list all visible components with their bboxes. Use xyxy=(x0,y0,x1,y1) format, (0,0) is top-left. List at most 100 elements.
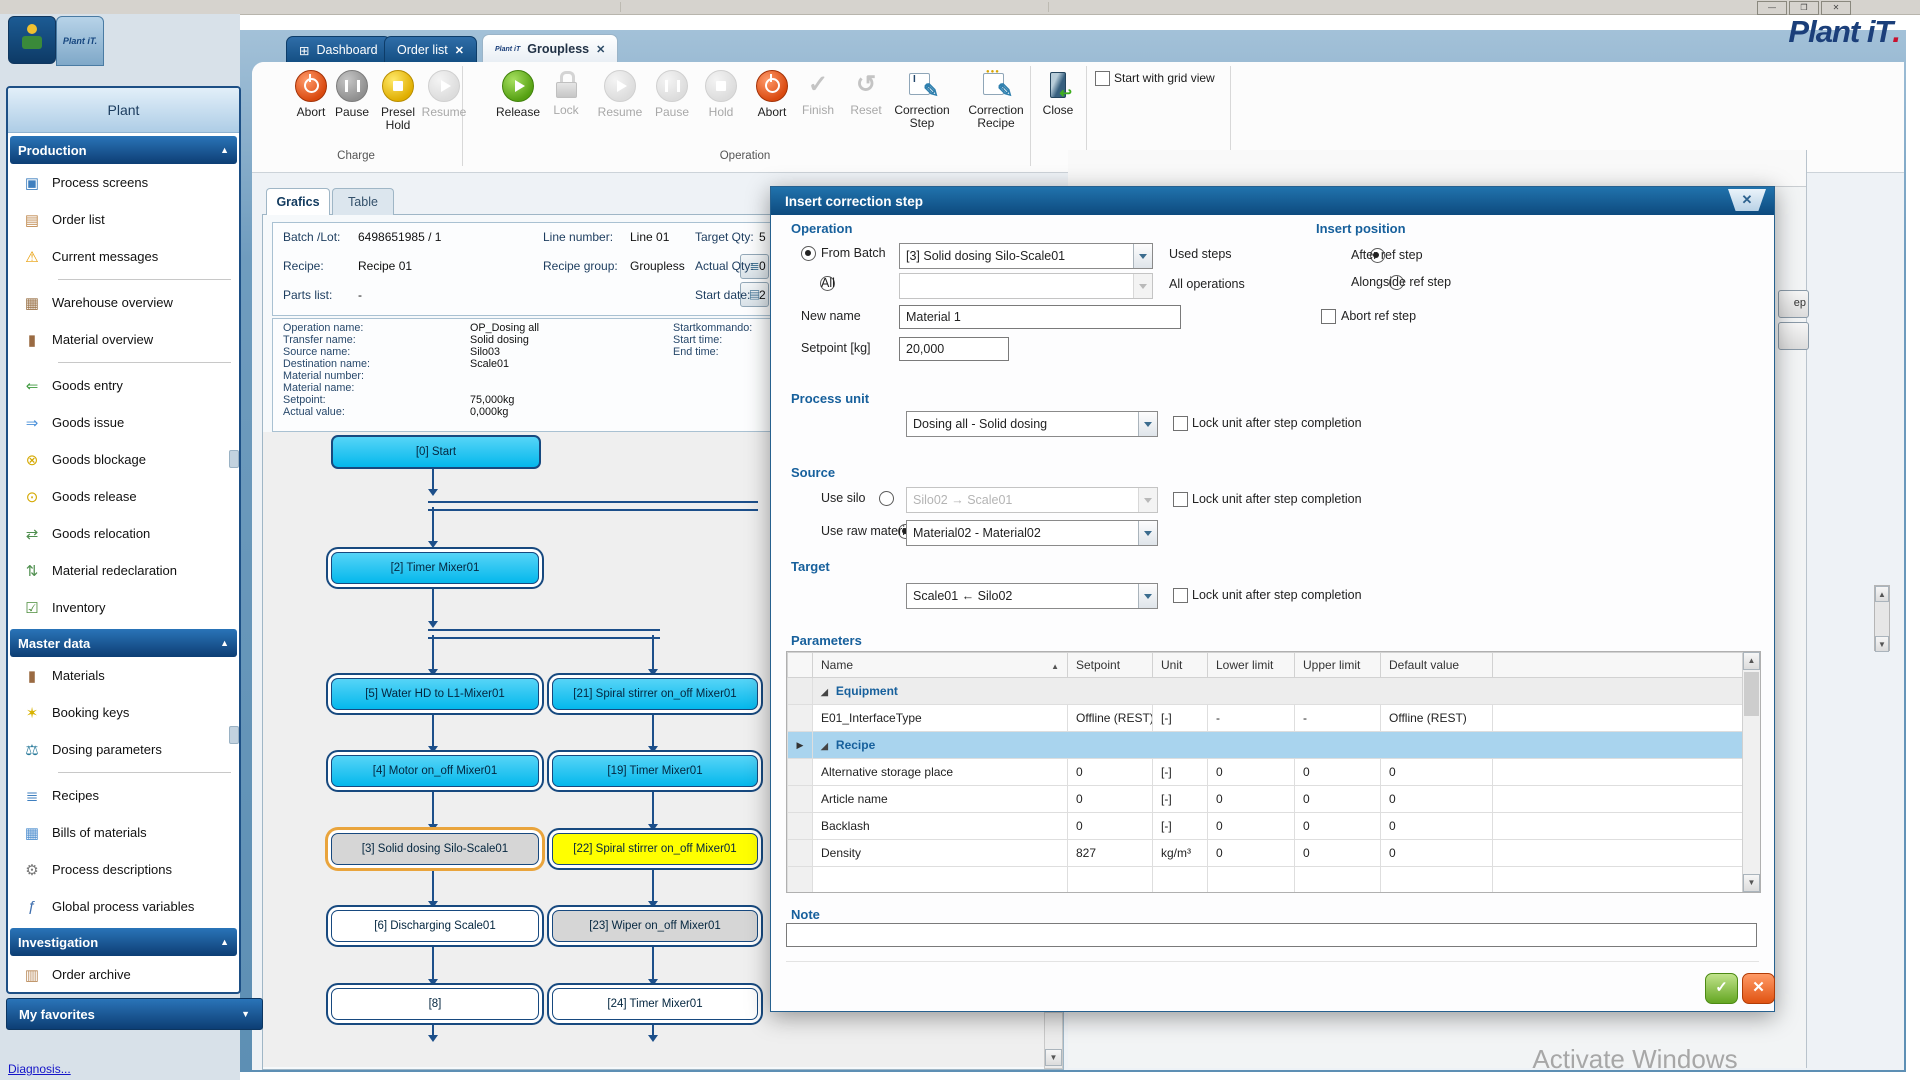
plant-it-app-tab[interactable]: Plant iT. xyxy=(56,16,104,66)
sidebar-scroll-notch[interactable] xyxy=(229,726,239,744)
restore-button[interactable]: ❒ xyxy=(1789,1,1819,15)
process-unit-select[interactable]: Dosing all - Solid dosing xyxy=(906,411,1158,437)
sidebar-item-materials[interactable]: ▮ Materials xyxy=(8,657,239,694)
partial-button[interactable] xyxy=(1778,322,1809,350)
sidebar-item-process-screens[interactable]: ▣ Process screens xyxy=(8,164,239,201)
close-tab-icon[interactable]: ✕ xyxy=(596,43,606,56)
flow-node[interactable]: [21] Spiral stirrer on_off Mixer01 xyxy=(552,678,758,710)
abort-charge-button[interactable]: Abort xyxy=(288,70,334,166)
scrollbar-thumb[interactable] xyxy=(1744,672,1759,716)
abort-operation-button[interactable]: Abort xyxy=(749,70,795,166)
setpoint-input[interactable] xyxy=(899,337,1009,361)
table-scrollbar[interactable]: ▲ ▼ xyxy=(1742,652,1760,892)
show-recipe-button[interactable]: ≣ xyxy=(740,254,769,279)
correction-recipe-button[interactable]: ●●● ✎ Correction Recipe xyxy=(968,69,1024,130)
tab-dashboard[interactable]: ⊞ Dashboard xyxy=(286,36,391,63)
tab-table[interactable]: Table xyxy=(332,188,394,215)
partial-step-button[interactable]: ep xyxy=(1778,290,1809,318)
sidebar-item-inventory[interactable]: ☑ Inventory xyxy=(8,589,239,626)
section-master-data[interactable]: Master data ▲ xyxy=(10,629,237,657)
note-input[interactable] xyxy=(786,923,1757,947)
flow-node[interactable]: [4] Motor on_off Mixer01 xyxy=(331,755,539,787)
table-row[interactable]: Backlash 0 [-] 0 0 0 xyxy=(787,812,1743,840)
tab-order-list[interactable]: Order list ✕ xyxy=(384,36,477,63)
sidebar-item-goods-release[interactable]: ⊙ Goods release xyxy=(8,478,239,515)
sidebar-item-process-descriptions[interactable]: ⚙ Process descriptions xyxy=(8,851,239,888)
all-radio[interactable] xyxy=(820,276,836,291)
correction-step-button[interactable]: I ✎ Correction Step xyxy=(888,70,956,166)
scroll-down-icon[interactable]: ▼ xyxy=(1743,874,1760,892)
right-scrollbar[interactable]: ▲ ▼ xyxy=(1874,585,1890,652)
flow-node[interactable]: [24] Timer Mixer01 xyxy=(552,988,758,1020)
chevron-down-icon[interactable]: ▼ xyxy=(241,1009,250,1019)
column-unit[interactable]: Unit xyxy=(1152,652,1208,678)
user-avatar[interactable] xyxy=(8,16,56,64)
sidebar-item-material-overview[interactable]: ▮ Material overview xyxy=(8,321,239,358)
column-lower-limit[interactable]: Lower limit xyxy=(1207,652,1295,678)
sidebar-item-booking-keys[interactable]: ✶ Booking keys xyxy=(8,694,239,731)
chevron-up-icon[interactable]: ▲ xyxy=(220,638,229,648)
sidebar-item-order-archive[interactable]: ▥ Order archive xyxy=(8,956,239,992)
column-name[interactable]: Name ▲ xyxy=(812,652,1068,678)
flow-node-selected-ref[interactable]: [3] Solid dosing Silo-Scale01 xyxy=(331,833,539,865)
sidebar-item-recipes[interactable]: ≣ Recipes xyxy=(8,777,239,814)
from-batch-select[interactable]: [3] Solid dosing Silo-Scale01 xyxy=(899,243,1153,269)
tab-grafics[interactable]: Grafics xyxy=(266,188,330,215)
abort-ref-step-checkbox[interactable] xyxy=(1321,309,1336,324)
sidebar-item-goods-relocation[interactable]: ⇄ Goods relocation xyxy=(8,515,239,552)
column-setpoint[interactable]: Setpoint xyxy=(1067,652,1153,678)
sidebar-item-goods-issue[interactable]: ⇒ Goods issue xyxy=(8,404,239,441)
group-row-recipe-selected[interactable]: ▶ ◢ Recipe xyxy=(787,731,1743,759)
table-row[interactable]: Density 827 kg/m³ 0 0 0 xyxy=(787,839,1743,867)
from-batch-radio[interactable] xyxy=(801,246,816,261)
lock-unit-checkbox[interactable] xyxy=(1173,492,1188,507)
minimize-button[interactable]: — xyxy=(1757,1,1787,15)
sidebar-item-global-process-variables[interactable]: ƒ Global process variables xyxy=(8,888,239,925)
sidebar-item-dosing-parameters[interactable]: ⚖ Dosing parameters xyxy=(8,731,239,768)
target-select[interactable]: Scale01 ← Silo02 xyxy=(906,583,1158,609)
tab-groupless[interactable]: Plant iT Groupless ✕ xyxy=(482,34,619,63)
lock-unit-checkbox[interactable] xyxy=(1173,588,1188,603)
sidebar-item-current-messages[interactable]: ⚠ Current messages xyxy=(8,238,239,275)
lock-unit-checkbox[interactable] xyxy=(1173,416,1188,431)
group-expander-icon[interactable]: ◢ xyxy=(821,687,828,697)
scroll-down-icon[interactable]: ▼ xyxy=(1045,1049,1062,1066)
flow-node[interactable]: [23] Wiper on_off Mixer01 xyxy=(552,910,758,942)
ok-button[interactable]: ✓ xyxy=(1705,973,1738,1004)
chevron-up-icon[interactable]: ▲ xyxy=(220,937,229,947)
release-button[interactable]: Release xyxy=(495,70,541,166)
flowchart-scrollbar[interactable]: ▼ xyxy=(1044,1012,1063,1069)
new-name-input[interactable] xyxy=(899,305,1181,329)
flow-node[interactable]: [8] xyxy=(331,988,539,1020)
presel-hold-button[interactable]: Presel Hold xyxy=(372,70,424,166)
diagnosis-link[interactable]: Diagnosis... xyxy=(8,1062,71,1076)
scroll-down-icon[interactable]: ▼ xyxy=(1875,636,1889,652)
use-silo-radio[interactable] xyxy=(878,491,894,506)
section-production[interactable]: Production ▲ xyxy=(10,136,237,164)
flow-node[interactable]: [2] Timer Mixer01 xyxy=(331,552,539,584)
flow-node[interactable]: [19] Timer Mixer01 xyxy=(552,755,758,787)
alongside-ref-step-radio[interactable] xyxy=(1389,275,1405,290)
flow-node[interactable]: [0] Start xyxy=(331,435,541,469)
sidebar-item-goods-blockage[interactable]: ⊗ Goods blockage xyxy=(8,441,239,478)
sidebar-item-order-list[interactable]: ▤ Order list xyxy=(8,201,239,238)
table-row[interactable]: Alternative storage place 0 [-] 0 0 0 xyxy=(787,758,1743,786)
column-default-value[interactable]: Default value xyxy=(1380,652,1493,678)
close-tab-icon[interactable]: ✕ xyxy=(454,44,464,57)
sidebar-item-material-redeclaration[interactable]: ⇅ Material redeclaration xyxy=(8,552,239,589)
show-parts-list-button[interactable]: ▤ xyxy=(740,282,769,307)
cancel-button[interactable]: ✕ xyxy=(1742,973,1775,1004)
chevron-up-icon[interactable]: ▲ xyxy=(220,145,229,155)
scroll-up-icon[interactable]: ▲ xyxy=(1875,586,1889,602)
column-upper-limit[interactable]: Upper limit xyxy=(1294,652,1381,678)
table-row[interactable]: E01_InterfaceType Offline (REST) [-] - -… xyxy=(787,704,1743,732)
sidebar-item-warehouse-overview[interactable]: ▦ Warehouse overview xyxy=(8,284,239,321)
close-order-button[interactable]: ↩ Close xyxy=(1035,70,1081,166)
scroll-up-icon[interactable]: ▲ xyxy=(1743,652,1760,670)
sidebar-item-goods-entry[interactable]: ⇐ Goods entry xyxy=(8,367,239,404)
flow-node[interactable]: [5] Water HD to L1-Mixer01 xyxy=(331,678,539,710)
pause-charge-button[interactable]: Pause xyxy=(329,70,375,166)
my-favorites-section[interactable]: My favorites ▼ xyxy=(6,998,263,1030)
group-row-equipment[interactable]: ◢ Equipment xyxy=(787,677,1743,705)
group-expander-icon[interactable]: ◢ xyxy=(821,741,828,751)
